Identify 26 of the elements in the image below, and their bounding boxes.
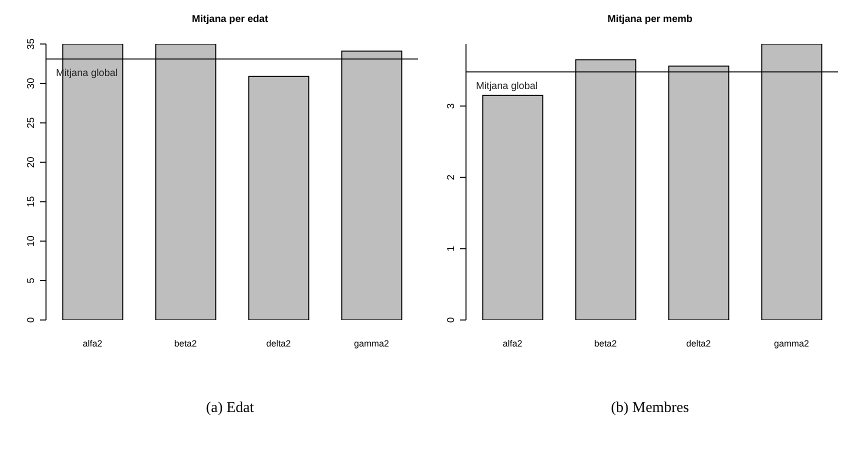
y-tick-label: 0 [446,316,457,323]
x-tick-label: delta2 [266,338,291,348]
y-tick-label: 10 [26,235,37,247]
y-tick-label: 1 [446,245,457,252]
y-tick-label: 2 [446,174,457,180]
x-tick-label: gamma2 [354,338,390,348]
x-tick-label: alfa2 [82,338,102,348]
x-tick-label: alfa2 [502,338,522,348]
x-tick-label: gamma2 [774,338,810,348]
y-tick-label: 25 [26,116,37,128]
bar [482,94,544,320]
y-tick-label: 30 [26,77,37,89]
y-tick-label: 3 [446,102,457,109]
x-tick-label: beta2 [594,338,617,348]
ref-line-label: Mitjana global [476,80,538,92]
chart-title: Mitjana per edat [190,13,270,27]
text: (b) Membres [610,400,690,417]
y-tick-label: 35 [26,38,37,50]
y-tick-label: 0 [26,316,37,323]
x-tick-label: beta2 [174,338,197,348]
text: (a) Edat [205,400,255,417]
y-tick-label: 15 [26,196,37,208]
x-tick-label: delta2 [686,338,711,348]
y-tick-label: 20 [26,156,37,168]
y-tick-label: 5 [26,277,37,284]
chart-title: Mitjana per memb [606,13,694,27]
